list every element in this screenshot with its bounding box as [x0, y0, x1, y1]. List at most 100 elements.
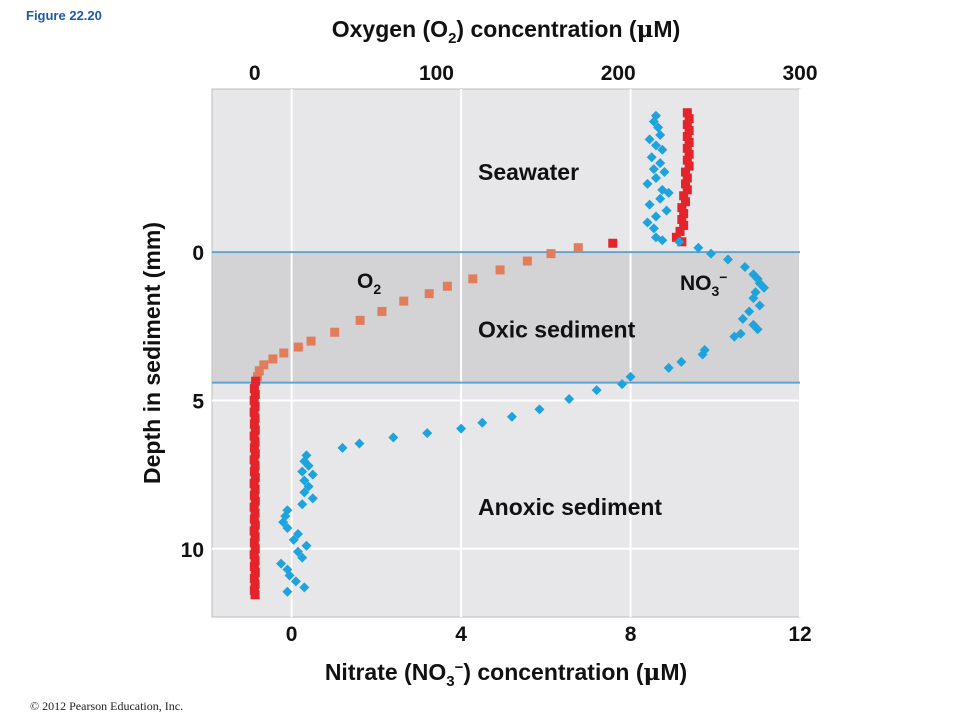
nitrate-point [659, 167, 670, 178]
o2-point [249, 550, 259, 560]
o2-point [249, 479, 259, 489]
top-axis-tick-label: 300 [782, 62, 817, 85]
o2-series-label-main: O [357, 270, 373, 293]
nitrate-point [674, 236, 685, 247]
top-axis-title: Oxygen (O2) concentration (μM) [332, 16, 681, 47]
nitrate-point [754, 300, 765, 311]
nitrate-series-label-subscript: 3 [712, 283, 720, 299]
o2-point [249, 573, 259, 583]
nitrate-point [534, 404, 545, 415]
nitrate-point [307, 493, 318, 504]
nitrate-point [744, 306, 755, 317]
top-axis-tick-label: 100 [419, 62, 454, 85]
y-axis-tick-label: 10 [181, 539, 204, 562]
o2-point [682, 131, 692, 141]
bottom-axis-title-mu: μ [644, 659, 661, 686]
o2-point [679, 191, 689, 201]
nitrate-point [282, 505, 293, 516]
nitrate-point [752, 324, 763, 335]
nitrate-point [297, 499, 308, 510]
nitrate-series-label: NO3− [680, 269, 727, 299]
o2-point [249, 562, 259, 572]
nitrate-point [642, 217, 653, 228]
o2-point [684, 114, 694, 124]
o2-series-label-subscript: 2 [373, 281, 381, 297]
bottom-axis-title-main: Nitrate (NO [325, 659, 446, 685]
o2-point [495, 265, 505, 275]
o2-point [442, 281, 452, 291]
o2-point [546, 249, 556, 259]
bottom-axis-title-unit: M) [660, 659, 687, 685]
o2-point [250, 532, 260, 542]
o2-point [249, 443, 259, 453]
nitrate-point [292, 546, 303, 557]
nitrate-point [648, 116, 659, 127]
o2-point [682, 155, 692, 165]
top-axis-tick-label: 0 [249, 62, 261, 85]
o2-point [677, 203, 687, 213]
o2-point [377, 306, 387, 316]
nitrate-point [739, 261, 750, 272]
copyright-notice: © 2012 Pearson Education, Inc. [30, 699, 184, 713]
o2-point [250, 508, 260, 518]
bottom-axis-title-tail: ) concentration ( [463, 659, 644, 685]
nitrate-point [284, 570, 295, 581]
o2-point [249, 526, 259, 536]
o2-point [250, 390, 260, 400]
o2-point [293, 342, 303, 352]
o2-point [250, 520, 260, 530]
top-axis-title-subscript: 2 [448, 30, 456, 47]
nitrate-point [706, 248, 717, 259]
nitrate-point [655, 193, 666, 204]
o2-point [250, 556, 260, 566]
nitrate-point [297, 466, 308, 477]
o2-point [250, 579, 260, 589]
nitrate-point [644, 199, 655, 210]
o2-point [250, 437, 260, 447]
nitrate-point [299, 582, 310, 593]
o2-point [259, 360, 269, 370]
nitrate-point [477, 417, 488, 428]
o2-point [684, 149, 694, 159]
o2-point [250, 413, 260, 423]
data-points [249, 108, 769, 600]
o2-point [573, 243, 583, 253]
o2-point [251, 376, 261, 386]
nitrate-point [422, 428, 433, 439]
nitrate-point [650, 140, 661, 151]
nitrate-point [657, 144, 668, 155]
nitrate-point [299, 475, 310, 486]
o2-point [680, 197, 690, 207]
nitrate-point [650, 172, 661, 183]
o2-point [680, 179, 690, 189]
nitrate-point [288, 534, 299, 545]
nitrate-point [564, 393, 575, 404]
o2-point [279, 348, 289, 358]
nitrate-series-label-main: NO [680, 272, 712, 295]
nitrate-point [337, 442, 348, 453]
bottom-axis-title-superscript: − [455, 659, 464, 676]
nitrate-point [290, 576, 301, 587]
nitrate-point [697, 349, 708, 360]
o2-point [250, 449, 260, 459]
nitrate-point [748, 293, 759, 304]
o2-point [680, 167, 690, 177]
o2-point [250, 425, 260, 435]
region-label: Seawater [478, 159, 579, 185]
nitrate-point [297, 552, 308, 563]
nitrate-point [648, 223, 659, 234]
nitrate-point [506, 411, 517, 422]
nitrate-point [303, 460, 314, 471]
o2-point [254, 366, 264, 376]
y-axis-tick-label: 0 [192, 242, 204, 265]
y-axis-title: Depth in sediment (mm) [139, 222, 165, 484]
nitrate-point [307, 469, 318, 480]
bottom-axis-tick-label: 0 [286, 623, 298, 646]
o2-point [424, 289, 434, 299]
nitrate-series-label-superscript: − [719, 269, 727, 285]
o2-point [684, 137, 694, 147]
top-axis-title-tail: ) concentration ( [456, 16, 637, 42]
o2-point [249, 538, 259, 548]
nitrate-point [642, 178, 653, 189]
o2-point [250, 401, 260, 411]
